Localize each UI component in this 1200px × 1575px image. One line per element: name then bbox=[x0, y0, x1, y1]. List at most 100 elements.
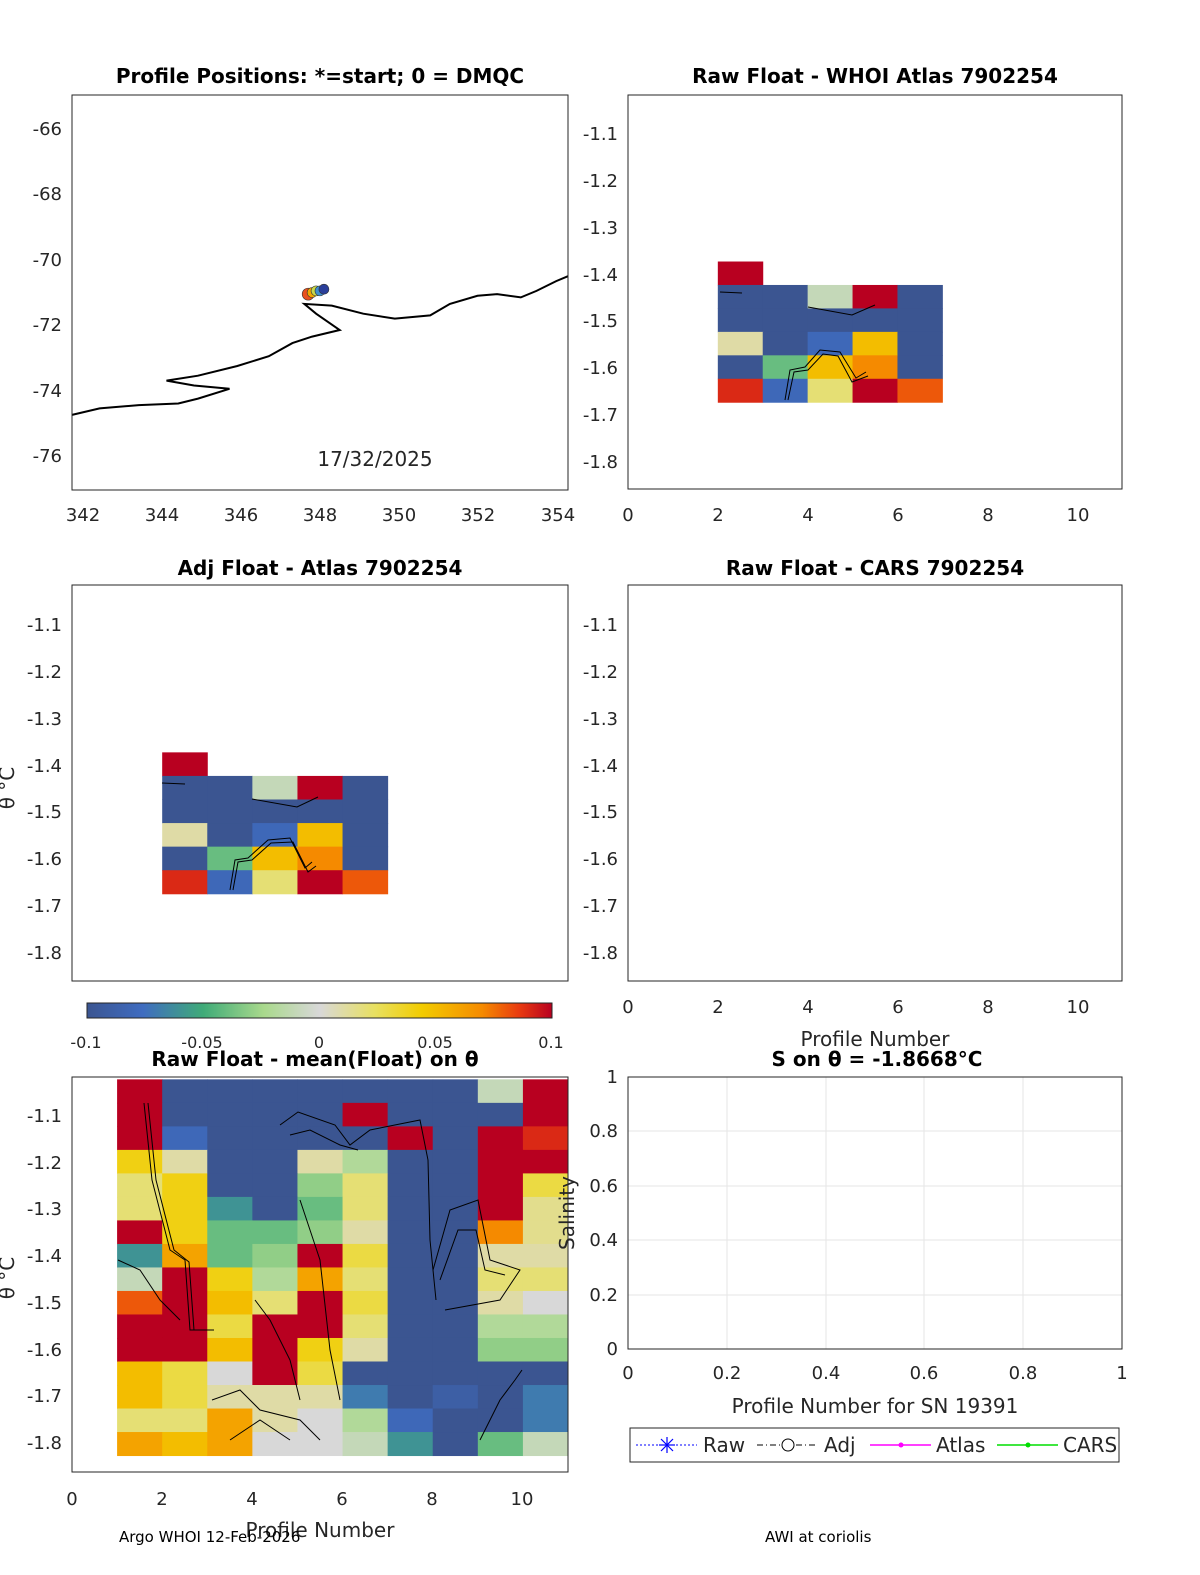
heatmap-cell bbox=[717, 378, 764, 403]
heatmap-cell bbox=[432, 1196, 479, 1221]
mean-ytick: -1.4 bbox=[27, 1246, 62, 1267]
legend: Raw Adj Atlas CARS bbox=[629, 1427, 1120, 1463]
heatmap-cell bbox=[117, 1196, 163, 1221]
heatmap-cell bbox=[477, 1337, 524, 1362]
raw-cars-xtick: 8 bbox=[982, 997, 993, 1018]
raw-atlas-xtick: 0 bbox=[622, 505, 633, 526]
heatmap-cell bbox=[207, 870, 253, 895]
contour-line bbox=[211, 1389, 321, 1441]
raw-cars-axes-box bbox=[627, 584, 1123, 982]
heatmap-cell bbox=[717, 355, 764, 380]
colorbar-tick: 0 bbox=[314, 1033, 324, 1052]
adj-atlas-ytick: -1.3 bbox=[27, 709, 62, 730]
map-ytick: -74 bbox=[33, 381, 62, 402]
raw-atlas-xtick: 2 bbox=[712, 505, 723, 526]
heatmap-cell bbox=[162, 1408, 208, 1433]
map-xtick: 354 bbox=[541, 505, 575, 526]
heatmap-cell bbox=[522, 1149, 569, 1174]
raw-cars-x-ticks: 0 2 4 6 8 10 bbox=[622, 997, 1089, 1018]
heatmap-cell bbox=[342, 1267, 389, 1292]
heatmap-cell bbox=[522, 1337, 569, 1362]
legend-raw-marker bbox=[659, 1437, 675, 1453]
heatmap-cell bbox=[162, 1314, 208, 1339]
salinity-xtick: 0.8 bbox=[1009, 1363, 1038, 1384]
raw-atlas-xtick: 8 bbox=[982, 505, 993, 526]
contour-line bbox=[439, 1229, 506, 1281]
mean-xtick: 8 bbox=[426, 1489, 437, 1510]
adj-atlas-ytick: -1.7 bbox=[27, 896, 62, 917]
heatmap-cell bbox=[762, 331, 809, 356]
mean-ytick: -1.5 bbox=[27, 1293, 62, 1314]
map-xtick: 352 bbox=[461, 505, 495, 526]
heatmap-cell bbox=[252, 1337, 298, 1362]
raw-atlas-panel: Raw Float - WHOI Atlas 7902254 0 2 4 6 8… bbox=[583, 64, 1123, 526]
heatmap-cell bbox=[477, 1173, 524, 1198]
map-x-ticks: 342 344 346 348 350 352 354 bbox=[66, 505, 575, 526]
heatmap-cell bbox=[387, 1220, 434, 1245]
heatmap-cell bbox=[117, 1220, 163, 1245]
heatmap-cell bbox=[387, 1267, 434, 1292]
heatmap-cell bbox=[252, 1385, 298, 1410]
heatmap-cell bbox=[207, 1314, 253, 1339]
heatmap-cell bbox=[387, 1408, 434, 1433]
mean-xlabel: Profile Number bbox=[246, 1518, 396, 1542]
heatmap-cell bbox=[252, 1220, 298, 1245]
heatmap-cell bbox=[897, 331, 943, 356]
heatmap-cell bbox=[432, 1432, 479, 1457]
heatmap-cell bbox=[522, 1220, 569, 1245]
heatmap-cell bbox=[162, 846, 208, 871]
salinity-panel: S on θ = -1.8668°C 0 0.2 0.4 0.6 0.8 1 0… bbox=[555, 1047, 1128, 1463]
heatmap-cell bbox=[252, 1149, 298, 1174]
heatmap-cell bbox=[477, 1314, 524, 1339]
heatmap-cell bbox=[897, 284, 943, 309]
heatmap-cell bbox=[207, 1196, 253, 1221]
legend-cars-label: CARS bbox=[1063, 1433, 1117, 1457]
heatmap-cell bbox=[207, 1361, 253, 1386]
contour-line bbox=[787, 353, 869, 401]
contour-line bbox=[289, 1129, 359, 1151]
heatmap-cell bbox=[852, 378, 898, 403]
heatmap-cell bbox=[342, 1243, 389, 1268]
heatmap-cell bbox=[477, 1149, 524, 1174]
raw-atlas-ytick: -1.5 bbox=[583, 311, 618, 332]
heatmap-cell bbox=[162, 1196, 208, 1221]
heatmap-cell bbox=[297, 1126, 344, 1151]
salinity-xtick: 0.2 bbox=[713, 1363, 742, 1384]
adj-atlas-y-ticks: -1.1 -1.2 -1.3 -1.4 -1.5 -1.6 -1.7 -1.8 bbox=[27, 615, 62, 964]
heatmap-cell bbox=[252, 1432, 298, 1457]
heatmap-cell bbox=[162, 1173, 208, 1198]
heatmap-cell bbox=[252, 1196, 298, 1221]
heatmap-cell bbox=[477, 1196, 524, 1221]
salinity-grid bbox=[628, 1077, 1122, 1349]
heatmap-cell bbox=[432, 1220, 479, 1245]
raw-atlas-ytick: -1.7 bbox=[583, 405, 618, 426]
heatmap-cell bbox=[297, 1314, 344, 1339]
map-xtick: 346 bbox=[224, 505, 258, 526]
heatmap-cell bbox=[342, 1432, 389, 1457]
adj-atlas-ytick: -1.2 bbox=[27, 662, 62, 683]
heatmap-cell bbox=[387, 1361, 434, 1386]
heatmap-cell bbox=[207, 775, 253, 800]
heatmap-cell bbox=[207, 1220, 253, 1245]
adj-atlas-ytick: -1.8 bbox=[27, 943, 62, 964]
heatmap-cell bbox=[297, 1361, 344, 1386]
heatmap-cell bbox=[477, 1385, 524, 1410]
map-axes-box bbox=[71, 94, 569, 491]
heatmap-cell bbox=[252, 1314, 298, 1339]
footer-right: AWI at coriolis bbox=[765, 1528, 872, 1546]
heatmap-cell bbox=[387, 1149, 434, 1174]
heatmap-cell bbox=[297, 1408, 344, 1433]
heatmap-cell bbox=[852, 308, 898, 333]
map-ytick: -70 bbox=[33, 250, 62, 271]
raw-atlas-xtick: 4 bbox=[802, 505, 813, 526]
raw-cars-xtick: 6 bbox=[892, 997, 903, 1018]
adj-atlas-ytick: -1.1 bbox=[27, 615, 62, 636]
footer-left: Argo WHOI 12-Feb-2026 bbox=[119, 1528, 300, 1546]
contour-line bbox=[251, 796, 319, 808]
raw-atlas-x-ticks: 0 2 4 6 8 10 bbox=[622, 505, 1089, 526]
heatmap-cell bbox=[342, 823, 389, 848]
raw-cars-ytick: -1.6 bbox=[583, 849, 618, 870]
contour-line bbox=[299, 1199, 341, 1401]
mean-heatmap bbox=[117, 1079, 569, 1457]
